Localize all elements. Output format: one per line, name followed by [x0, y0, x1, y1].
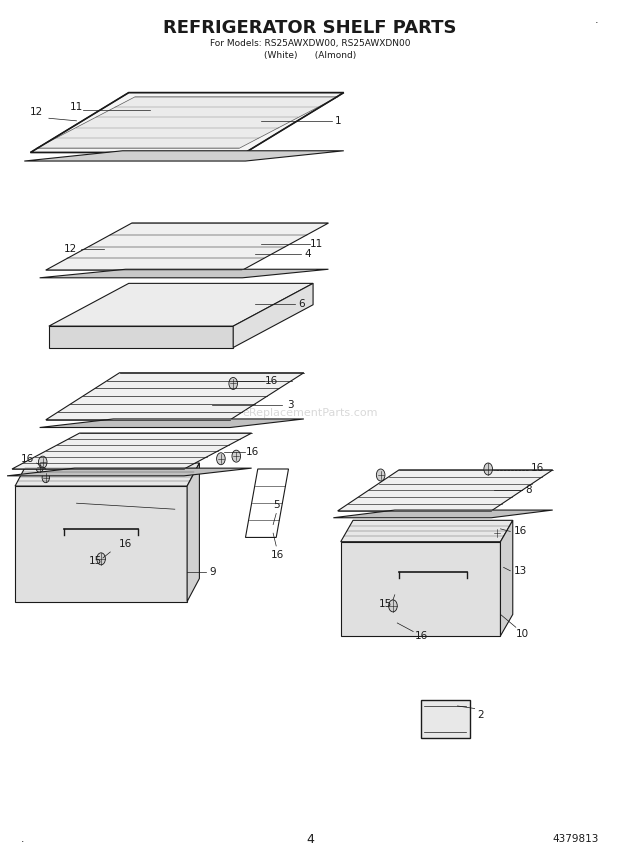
Text: 16: 16	[119, 539, 132, 549]
Text: (White)      (Almond): (White) (Almond)	[264, 52, 356, 60]
Polygon shape	[24, 151, 344, 161]
Polygon shape	[40, 269, 329, 278]
Circle shape	[216, 453, 225, 465]
Text: 12: 12	[64, 245, 77, 254]
Polygon shape	[341, 520, 513, 542]
Circle shape	[36, 462, 43, 473]
Circle shape	[229, 377, 237, 389]
Text: 16: 16	[415, 631, 428, 641]
Text: 11: 11	[70, 102, 83, 112]
Text: 16: 16	[271, 549, 284, 560]
Text: 9: 9	[210, 567, 216, 577]
Text: 15: 15	[88, 555, 102, 566]
Text: 10: 10	[515, 629, 528, 639]
Circle shape	[38, 456, 47, 468]
Polygon shape	[30, 93, 344, 152]
Text: REFRIGERATOR SHELF PARTS: REFRIGERATOR SHELF PARTS	[163, 20, 457, 37]
Circle shape	[484, 463, 492, 475]
Circle shape	[42, 473, 50, 483]
Polygon shape	[49, 283, 313, 326]
Text: 11: 11	[309, 239, 323, 249]
Text: 6: 6	[299, 299, 305, 309]
Polygon shape	[420, 700, 470, 739]
Circle shape	[389, 600, 397, 612]
Text: For Models: RS25AWXDW00, RS25AWXDN00: For Models: RS25AWXDW00, RS25AWXDN00	[210, 40, 410, 48]
Polygon shape	[40, 419, 304, 428]
Polygon shape	[15, 486, 187, 602]
Polygon shape	[46, 223, 329, 270]
Text: 4: 4	[306, 833, 314, 846]
Polygon shape	[334, 510, 552, 517]
Polygon shape	[46, 373, 304, 420]
Text: 5: 5	[273, 500, 280, 510]
Polygon shape	[37, 97, 338, 148]
Polygon shape	[187, 463, 200, 602]
Text: 8: 8	[525, 486, 531, 495]
Polygon shape	[49, 326, 233, 348]
Text: eReplacementParts.com: eReplacementParts.com	[242, 408, 378, 418]
Polygon shape	[12, 433, 252, 469]
Text: 2: 2	[477, 709, 484, 720]
Text: 15: 15	[378, 599, 392, 609]
Text: 4379813: 4379813	[552, 834, 599, 845]
Text: 4: 4	[305, 250, 311, 259]
Text: 3: 3	[287, 400, 294, 410]
Text: 12: 12	[30, 108, 43, 117]
Text: 16: 16	[246, 447, 260, 457]
Polygon shape	[341, 542, 500, 635]
Circle shape	[232, 450, 241, 462]
Text: 16: 16	[265, 376, 278, 386]
Text: 16: 16	[514, 526, 528, 536]
Text: 16: 16	[20, 454, 34, 464]
Text: .: .	[595, 15, 599, 25]
Text: 13: 13	[514, 566, 528, 576]
Polygon shape	[15, 463, 200, 486]
Polygon shape	[233, 283, 313, 348]
Text: 1: 1	[334, 116, 341, 126]
Polygon shape	[7, 468, 252, 476]
Circle shape	[97, 553, 105, 565]
Text: 16: 16	[531, 463, 544, 474]
Text: .: .	[21, 834, 25, 845]
Polygon shape	[338, 470, 552, 511]
Circle shape	[493, 527, 502, 539]
Polygon shape	[500, 520, 513, 635]
Circle shape	[376, 469, 385, 481]
